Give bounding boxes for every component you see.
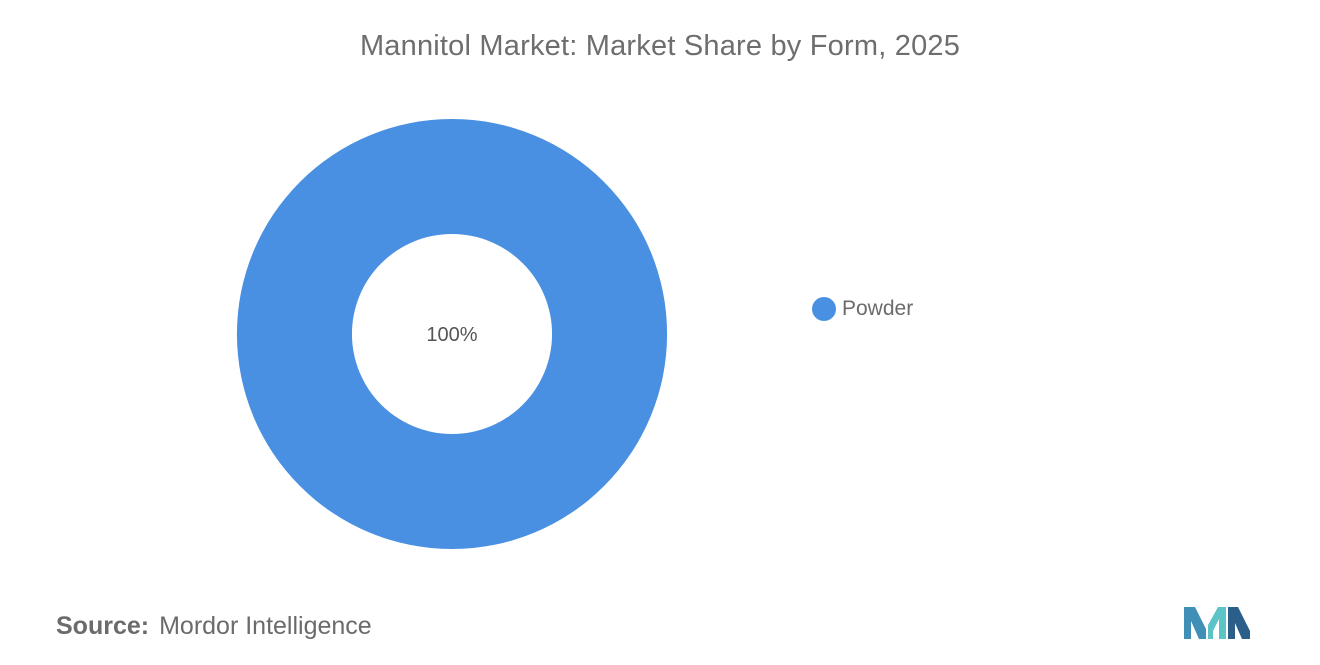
source-label: Source: [56, 612, 150, 640]
chart-title: Mannitol Market: Market Share by Form, 2… [359, 30, 961, 62]
legend: Powder [812, 297, 913, 321]
source-name: Mordor Intelligence [159, 612, 372, 640]
legend-label-powder: Powder [842, 297, 914, 320]
data-label: 100% [426, 324, 477, 346]
mordor-intelligence-logo-icon [1184, 607, 1250, 639]
source-line: Source: Mordor Intelligence [56, 612, 372, 641]
donut-slice-powder [236, 118, 668, 550]
donut-slices [236, 118, 668, 550]
legend-swatch-powder [812, 297, 836, 321]
